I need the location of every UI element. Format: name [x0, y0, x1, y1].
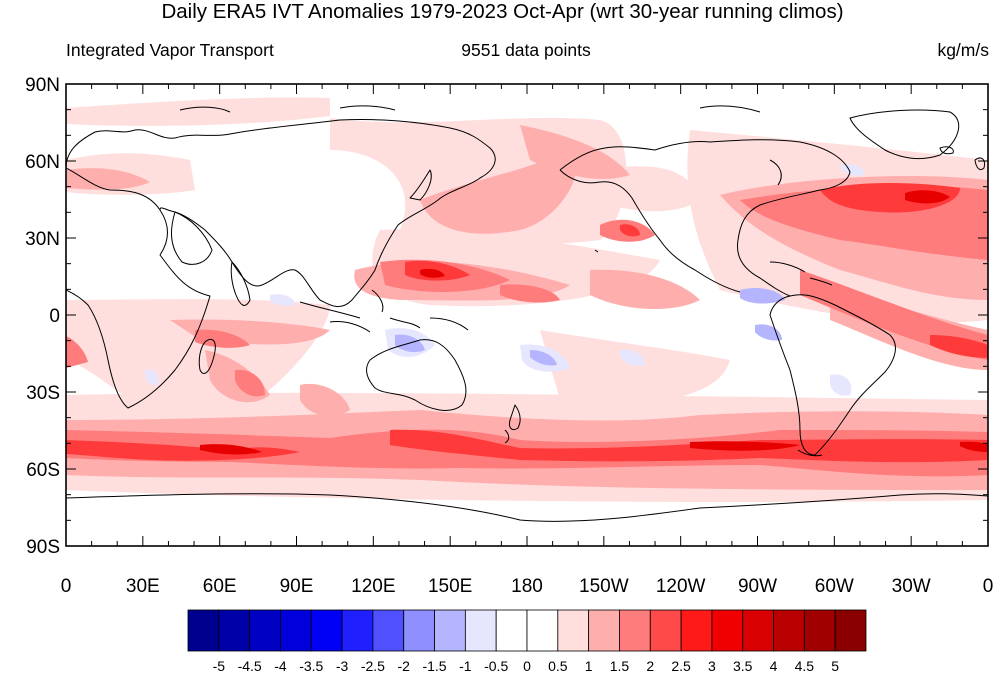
colorbar-label: 5 [831, 658, 839, 674]
colorbar-label: -2.5 [361, 658, 385, 674]
colorbar-swatch [280, 609, 312, 652]
colorbar-label: 1.5 [610, 658, 630, 674]
colorbar-swatch [588, 609, 620, 652]
coastlines [66, 105, 988, 522]
colorbar-swatch [434, 609, 466, 652]
lon-label: 150W [579, 576, 629, 597]
colorbar-label: -2 [398, 658, 411, 674]
lon-label: 90E [280, 576, 314, 597]
colorbar-label: -0.5 [484, 658, 508, 674]
colorbar-label: 2 [646, 658, 654, 674]
lat-label: 30N [25, 229, 60, 250]
colorbar-swatch [187, 609, 220, 652]
lon-label: 0 [983, 576, 994, 597]
colorbar-label: -3 [336, 658, 349, 674]
lon-label: 120E [351, 576, 395, 597]
colorbar-swatch [649, 609, 682, 652]
axis-ticks [65, 83, 989, 547]
colorbar-swatch [619, 609, 651, 652]
colorbar-swatch [310, 609, 343, 652]
colorbar-swatch [249, 609, 281, 652]
colorbar-label: 4.5 [795, 658, 815, 674]
lon-label: 30E [126, 576, 160, 597]
lon-label: 180 [511, 576, 543, 597]
lat-label: 60S [26, 460, 60, 481]
colorbar-label: -3.5 [299, 658, 323, 674]
lon-label: 120W [656, 576, 706, 597]
variable-label: Integrated Vapor Transport [66, 40, 274, 60]
colorbar-swatch [742, 609, 774, 652]
colorbar-swatch [403, 609, 435, 652]
lon-label: 60E [203, 576, 237, 597]
colorbar-swatch [464, 609, 497, 652]
colorbar-label: -4 [274, 658, 287, 674]
colorbar-swatch [803, 609, 836, 652]
lon-label: 90W [738, 576, 777, 597]
anomaly-max-layer [200, 190, 988, 455]
colorbar-label: -1.5 [422, 658, 446, 674]
colorbar-swatch [218, 609, 251, 652]
colorbar-swatch [495, 609, 528, 652]
colorbar-swatch [557, 609, 590, 652]
colorbar-swatch [372, 609, 405, 652]
colorbar-label: 2.5 [671, 658, 691, 674]
latitude-labels: 90N 60N 30N 0 30S 60S 90S [25, 75, 60, 558]
colorbar-label: 0.5 [548, 658, 568, 674]
colorbar-label: 0 [523, 658, 531, 674]
colorbar-label: -4.5 [238, 658, 262, 674]
colorbar-swatch [341, 609, 374, 652]
lat-label: 90N [25, 75, 60, 96]
map-title: Daily ERA5 IVT Anomalies 1979-2023 Oct-A… [161, 0, 844, 23]
colorbar-swatch [773, 609, 805, 652]
lat-label: 60N [25, 152, 60, 173]
colorbar-swatch [834, 609, 867, 652]
colorbar-label: -1 [459, 658, 472, 674]
colorbar-label: 4 [770, 658, 778, 674]
units-label: kg/m/s [937, 40, 989, 60]
data-points-label: 9551 data points [461, 40, 591, 60]
longitude-labels: 0 30E 60E 90E 120E 150E 180 150W 120W 90W 60W 30W 0 [61, 576, 994, 597]
lon-label: 150E [428, 576, 472, 597]
lon-label: 30W [892, 576, 931, 597]
lat-label: 0 [49, 306, 60, 327]
colorbar-swatch [680, 609, 713, 652]
colorbar-label: -5 [213, 658, 226, 674]
colorbar [187, 609, 867, 652]
colorbar-label: 3.5 [733, 658, 753, 674]
anomaly-field [66, 84, 988, 546]
negative-anomaly-layer [145, 164, 865, 396]
colorbar-label: 3 [708, 658, 716, 674]
lon-label: 0 [61, 576, 72, 597]
lon-label: 60W [815, 576, 854, 597]
colorbar-swatch [711, 609, 744, 652]
lat-label: 90S [26, 537, 60, 558]
colorbar-labels: -5 -4.5 -4 -3.5 -3 -2.5 -2 -1.5 -1 -0.5 0 0.5 1 1.5 2 2… [213, 658, 840, 674]
colorbar-label: 1 [585, 658, 593, 674]
lat-label: 30S [26, 383, 60, 404]
colorbar-swatch [526, 609, 559, 652]
